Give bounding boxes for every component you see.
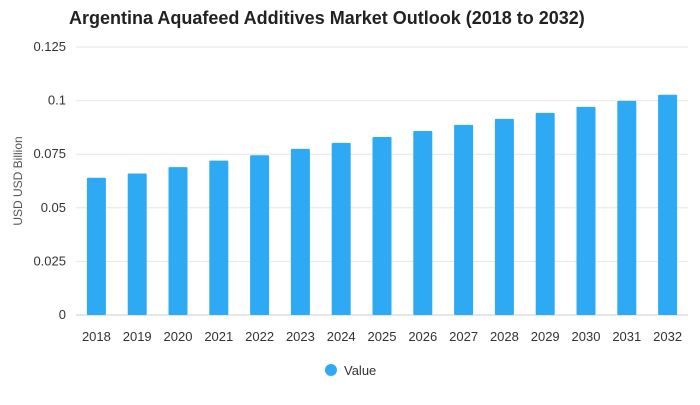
legend-label: Value <box>344 363 376 378</box>
x-tick-label: 2027 <box>449 329 478 344</box>
x-tick-label: 2032 <box>653 329 682 344</box>
x-tick-label: 2022 <box>245 329 274 344</box>
bar-2031 <box>617 100 637 316</box>
bar-2032 <box>658 94 678 315</box>
x-tick-label: 2030 <box>572 329 601 344</box>
bar-2020 <box>168 167 188 315</box>
bar-2023 <box>290 148 310 315</box>
bar-2019 <box>127 173 147 315</box>
x-tick-label: 2023 <box>286 329 315 344</box>
y-tick-label: 0.125 <box>33 39 66 54</box>
x-tick-label: 2029 <box>531 329 560 344</box>
y-axis-label: USD USD Billion <box>11 136 25 225</box>
y-tick-label: 0.05 <box>41 200 66 215</box>
y-tick-label: 0.075 <box>33 146 66 161</box>
x-tick-label: 2018 <box>82 329 111 344</box>
bar-2028 <box>494 118 514 315</box>
x-tick-label: 2019 <box>123 329 152 344</box>
bar-2021 <box>209 160 229 315</box>
bar-2026 <box>413 131 433 315</box>
x-tick-label: 2028 <box>490 329 519 344</box>
y-tick-label: 0.1 <box>48 93 66 108</box>
bar-2025 <box>372 137 392 315</box>
bar-2030 <box>576 106 596 315</box>
bar-2027 <box>454 124 474 315</box>
bar-2029 <box>535 112 555 315</box>
y-tick-label: 0.025 <box>33 253 66 268</box>
x-tick-label: 2024 <box>327 329 356 344</box>
legend-marker <box>325 364 337 376</box>
bar-2018 <box>86 177 106 315</box>
chart-title: Argentina Aquafeed Additives Market Outl… <box>69 8 585 28</box>
x-tick-label: 2026 <box>408 329 437 344</box>
x-tick-label: 2025 <box>368 329 397 344</box>
x-tick-label: 2020 <box>164 329 193 344</box>
x-tick-label: 2021 <box>204 329 233 344</box>
y-tick-label: 0 <box>59 307 66 322</box>
bar-2024 <box>331 142 351 315</box>
bar-2022 <box>250 155 270 315</box>
x-tick-label: 2031 <box>612 329 641 344</box>
